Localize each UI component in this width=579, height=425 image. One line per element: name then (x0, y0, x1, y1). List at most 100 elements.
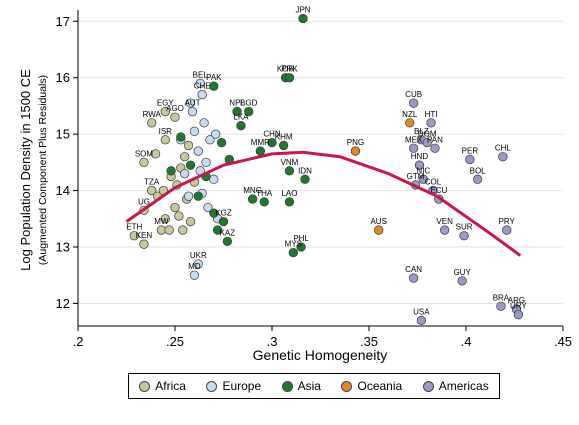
x-axis-ticks: .2 .25 .3 .35 .4 .45 (73, 326, 572, 349)
x-tick-label: .35 (360, 334, 378, 349)
point-label: COL (425, 178, 442, 187)
point-oceania (374, 225, 384, 235)
point-asia (222, 236, 233, 247)
x-tick-label: .2 (73, 334, 84, 349)
point-label: PAN (427, 135, 443, 144)
plot-area (78, 10, 563, 326)
point-europe (193, 259, 203, 269)
point-americas (472, 174, 483, 184)
point-africa (147, 185, 157, 196)
point-asia (216, 137, 227, 148)
point-label: BOL (470, 166, 487, 175)
point-label: HTI (425, 110, 438, 119)
point-africa (160, 214, 170, 224)
point-label: BRA (493, 293, 510, 302)
point-americas (408, 273, 419, 283)
point-label: URY (510, 302, 527, 311)
point-asia (176, 132, 186, 142)
point-africa (180, 152, 190, 162)
point-label: ECU (430, 186, 447, 195)
point-europe (189, 270, 200, 280)
y-tick-label: 16 (56, 70, 70, 85)
point-label: PER (462, 147, 479, 156)
point-label: KHM (275, 132, 293, 141)
point-label: VEN (436, 217, 453, 226)
y-axis-ticks: 12 13 14 15 16 17 (56, 14, 78, 311)
point-asia (166, 166, 176, 176)
point-europe (185, 98, 196, 108)
legend-swatch-americas (422, 380, 434, 392)
point-label: KAZ (220, 228, 236, 237)
point-asia (209, 208, 219, 218)
point-label: GTM (407, 172, 425, 181)
point-africa (139, 239, 149, 249)
point-label: MYS (285, 240, 302, 249)
point-label: VNM (281, 158, 299, 167)
point-label: SUR (456, 223, 473, 232)
point-africa (160, 135, 170, 145)
point-label: HND (411, 152, 429, 161)
point-label: AGO (166, 104, 184, 113)
point-asia (288, 247, 298, 258)
point-europe (195, 78, 205, 89)
x-tick-label: .25 (166, 334, 184, 349)
point-label: DOM (418, 130, 437, 139)
point-europe (193, 146, 203, 156)
x-tick-label: .3 (267, 334, 278, 349)
point-africa (164, 225, 174, 235)
point-label: PNG (347, 138, 364, 147)
point-asia (267, 137, 277, 148)
legend-swatch-africa (139, 380, 151, 392)
legend-label-oceania: Oceania (357, 379, 403, 393)
point-americas (498, 152, 508, 162)
point-asia (298, 13, 308, 24)
point-label: CHN (263, 130, 281, 139)
point-africa (139, 157, 149, 168)
point-americas (502, 225, 512, 235)
point-label: KOR (277, 65, 295, 74)
point-label: USA (413, 307, 430, 316)
point-asia (284, 197, 295, 207)
point-americas (408, 98, 419, 108)
point-europe (187, 106, 198, 117)
legend-item-asia: Asia (281, 379, 321, 393)
point-label: PAK (206, 73, 222, 82)
point-label: IDN (298, 166, 312, 175)
point-label: MMR (251, 138, 270, 147)
legend-swatch-asia (281, 380, 293, 392)
legend-item-oceania: Oceania (341, 379, 402, 393)
point-europe (183, 191, 194, 201)
x-tick-label: .45 (554, 334, 572, 349)
legend-label-americas: Americas (438, 379, 489, 393)
point-africa (147, 118, 157, 128)
point-label: CHL (495, 144, 512, 153)
point-europe (201, 157, 211, 168)
point-americas (513, 310, 524, 320)
legend-label-asia: Asia (297, 379, 321, 393)
point-label: ARG (508, 296, 525, 305)
point-label: LAO (281, 189, 297, 198)
point-asia (218, 216, 229, 227)
point-europe (209, 174, 219, 184)
point-label: PRK (281, 65, 298, 74)
point-europe (189, 126, 200, 136)
point-africa (183, 140, 194, 151)
point-europe (203, 202, 213, 213)
legend-item-africa: Africa (139, 379, 186, 393)
point-asia (209, 81, 219, 91)
point-label: KEN (136, 231, 153, 240)
point-asia (296, 242, 306, 252)
point-label: BLZ (414, 127, 429, 136)
point-label: PRY (499, 217, 516, 226)
point-africa (174, 211, 184, 221)
point-label: SOM (135, 149, 154, 158)
point-americas (496, 301, 506, 311)
point-americas (430, 143, 440, 153)
point-americas (418, 174, 428, 184)
point-africa (150, 149, 161, 159)
point-label: AUT (184, 99, 200, 108)
legend-swatch-europe (206, 380, 218, 392)
point-africa (170, 112, 180, 122)
point-label: LKA (233, 113, 249, 122)
